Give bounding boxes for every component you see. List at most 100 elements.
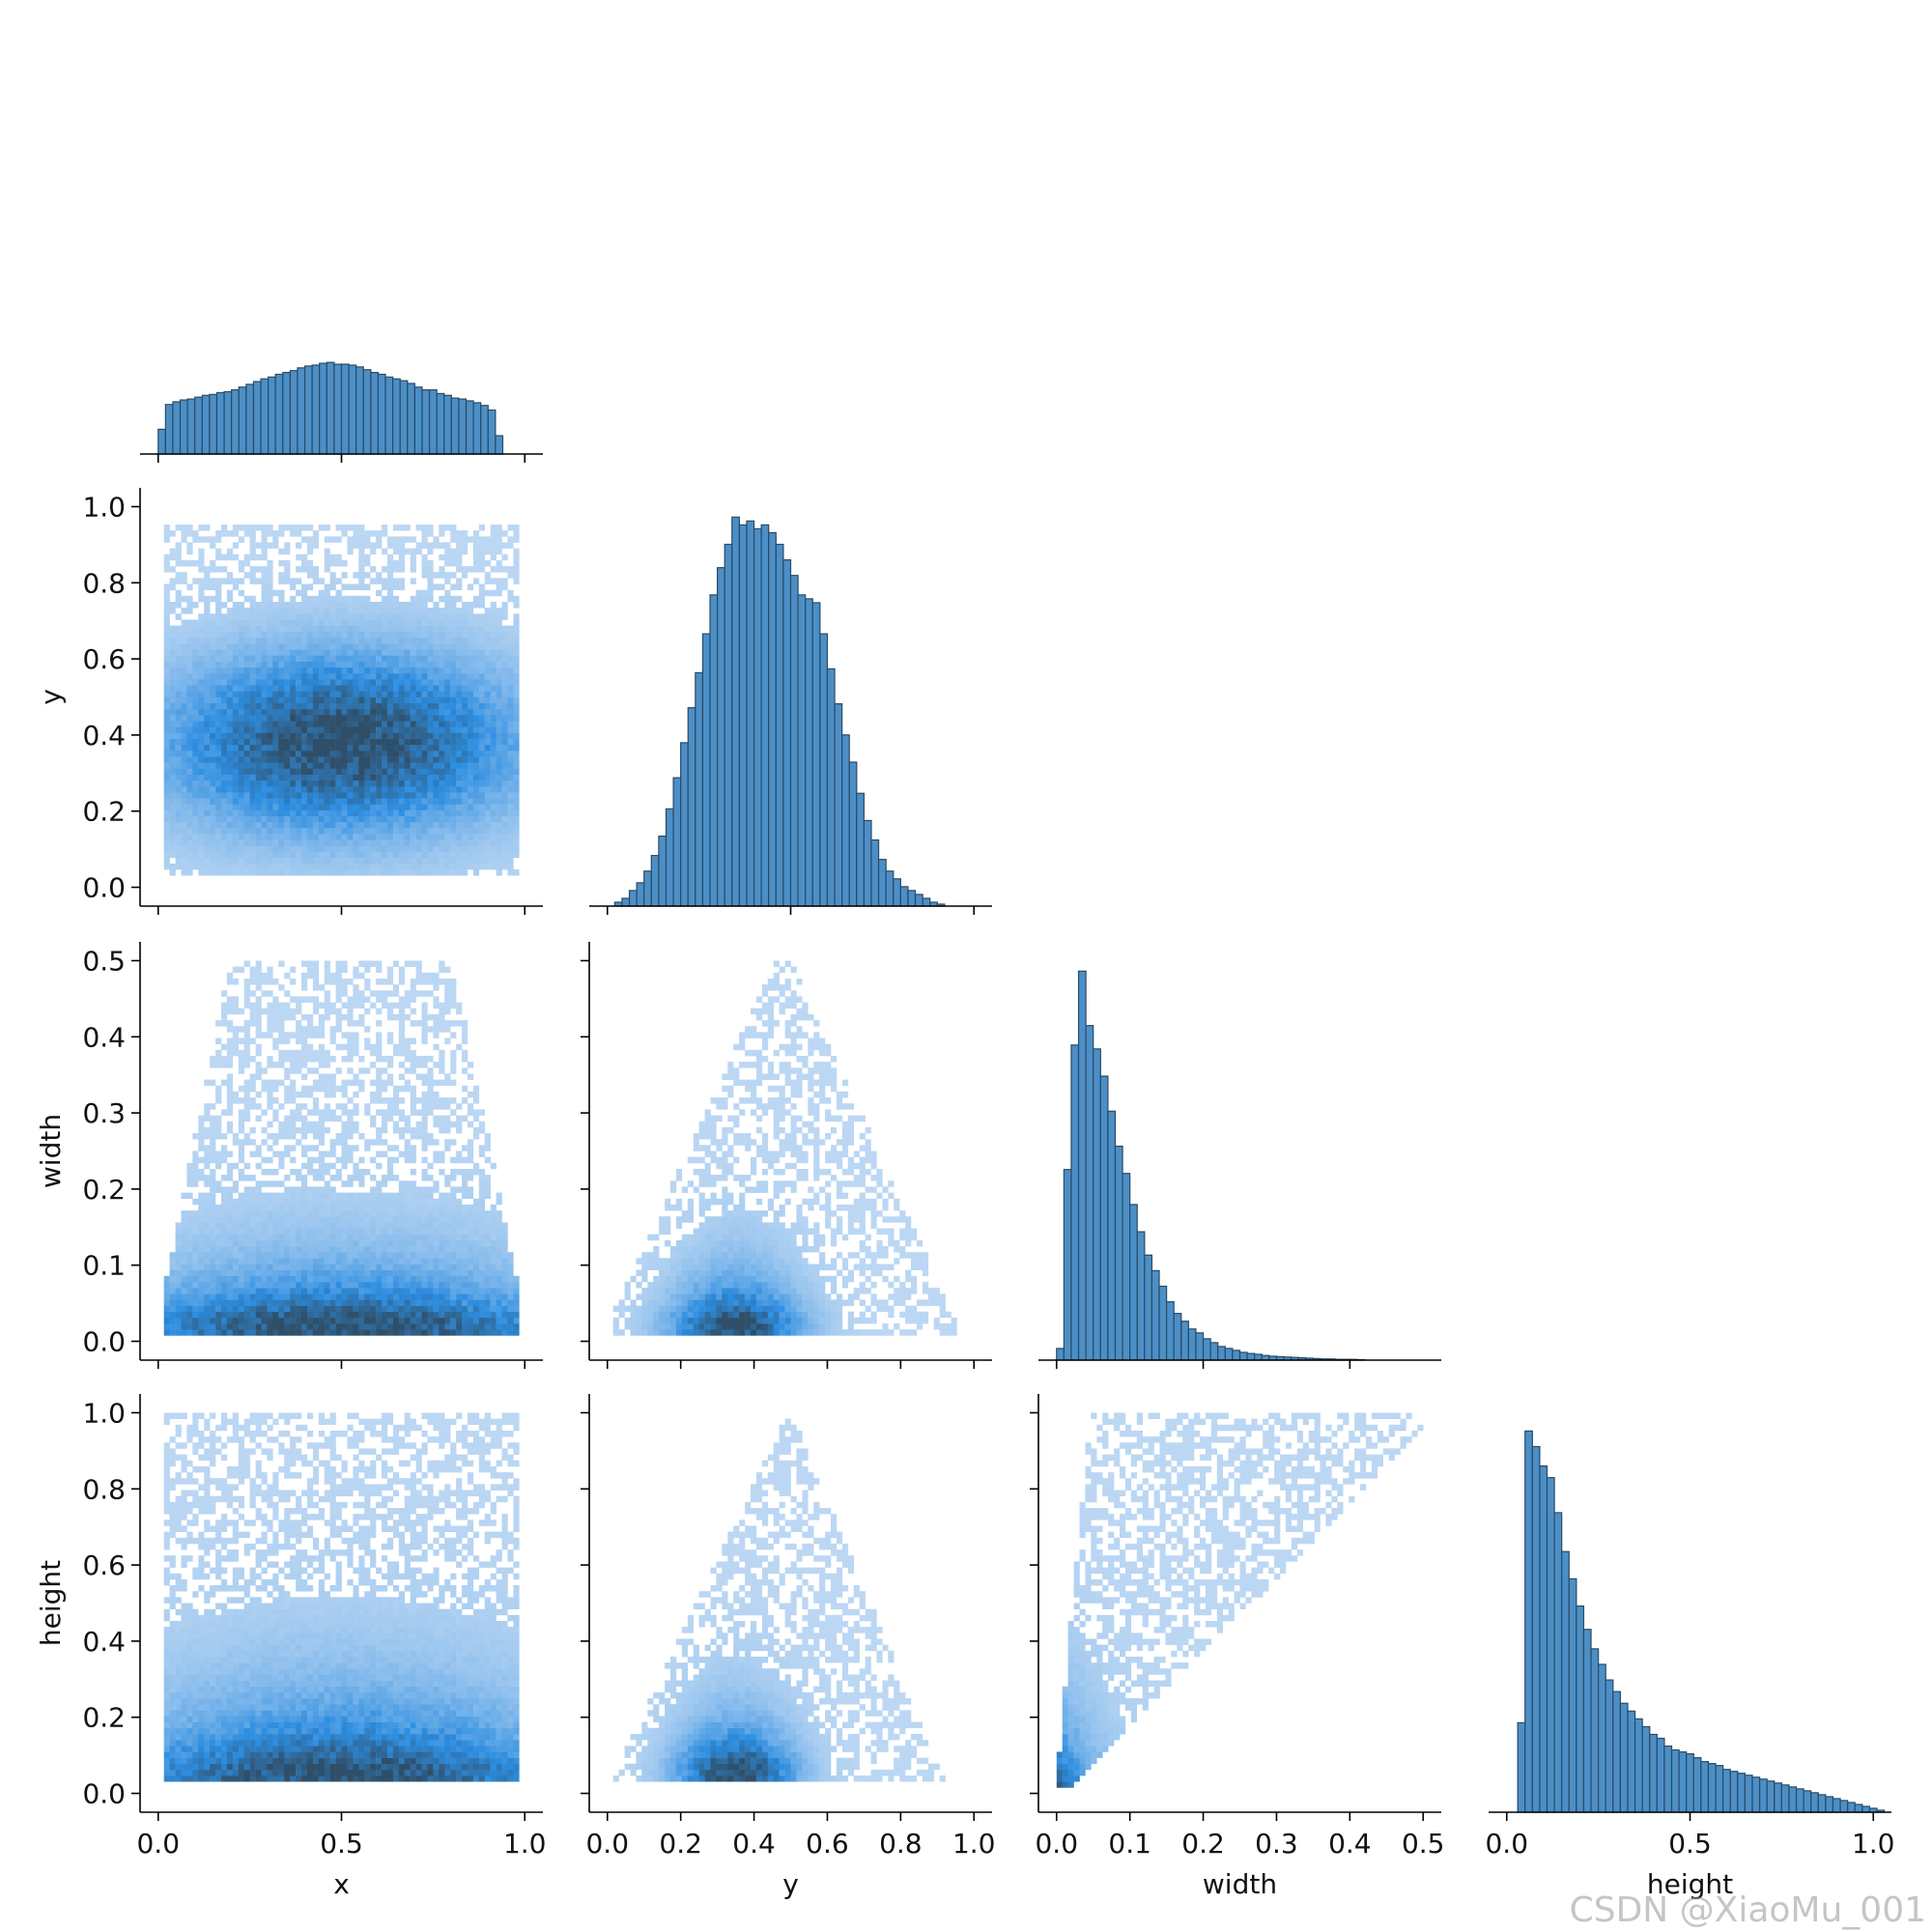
hist2d-cell <box>318 589 325 597</box>
hist2d-cell <box>341 1299 348 1306</box>
hist2d-cell <box>255 827 262 835</box>
hist2d-cell <box>484 655 491 662</box>
hist2d-cell <box>341 1139 348 1146</box>
hist2d-cell <box>501 762 508 769</box>
hist2d-cell <box>198 696 205 703</box>
hist2d-cell <box>386 708 394 716</box>
hist2d-cell <box>306 1043 314 1051</box>
hist2d-cell <box>198 780 205 787</box>
hist2d-cell <box>501 834 508 840</box>
hist2d-cell <box>382 834 388 840</box>
hist2d-cell <box>175 708 182 716</box>
hist2d-cell <box>232 785 239 793</box>
hist2d-cell <box>370 1299 377 1306</box>
hist2d-cell <box>243 631 250 639</box>
hist-bar <box>1114 1145 1123 1361</box>
hist2d-cell <box>462 542 469 549</box>
hist2d-cell <box>255 804 262 810</box>
hist2d-cell <box>462 756 469 763</box>
hist2d-cell <box>329 869 336 876</box>
hist2d-cell <box>386 589 394 597</box>
hist2d-cell <box>347 1145 354 1151</box>
hist2d-cell <box>306 637 314 644</box>
hist2d-cell <box>427 655 434 662</box>
hist2d-cell <box>439 637 445 644</box>
hist2d-cell <box>501 715 508 722</box>
hist2d-cell <box>306 691 314 697</box>
hist2d-cell <box>296 768 302 775</box>
hist2d-cell <box>433 649 440 656</box>
hist2d-cell <box>513 572 520 579</box>
hist2d-cell <box>364 1258 371 1264</box>
hist2d-cell <box>181 732 187 739</box>
hist2d-cell <box>341 756 348 763</box>
hist2d-cell <box>192 827 199 835</box>
hist2d-cell <box>284 643 291 650</box>
hist2d-cell <box>181 834 187 840</box>
hist2d-cell <box>261 834 268 840</box>
hist2d-cell <box>267 1145 273 1151</box>
hist-bar <box>1173 1313 1182 1361</box>
hist-bar <box>811 602 821 907</box>
hist2d-cell <box>341 966 348 974</box>
hist2d-cell <box>163 530 170 537</box>
hist2d-cell <box>404 792 411 799</box>
hist2d-cell <box>278 1258 285 1264</box>
hist2d-cell <box>439 702 445 710</box>
hist2d-cell <box>439 715 445 722</box>
hist2d-cell <box>421 661 428 668</box>
hist2d-cell <box>232 979 239 985</box>
hist2d-cell <box>404 602 411 609</box>
hist2d-cell <box>198 1299 205 1306</box>
hist2d-cell <box>267 661 273 668</box>
hist2d-cell <box>364 839 371 846</box>
hist2d-cell <box>226 619 234 626</box>
hist2d-cell <box>210 839 216 846</box>
hist2d-cell <box>198 1305 205 1313</box>
hist2d-cell <box>272 815 279 823</box>
hist2d-cell <box>382 708 388 716</box>
hist2d-cell <box>249 708 256 716</box>
hist2d-cell <box>335 559 342 567</box>
hist2d-cell <box>392 780 400 787</box>
hist2d-cell <box>198 613 205 620</box>
hist2d-cell <box>267 845 273 852</box>
hist2d-cell <box>456 672 463 680</box>
hist2d-cell <box>456 679 463 686</box>
hist2d-cell <box>456 619 463 626</box>
hist2d-cell <box>204 1323 211 1330</box>
hist2d-cell <box>301 1264 308 1270</box>
hist2d-cell <box>186 821 193 829</box>
hist2d-cell <box>376 702 383 710</box>
hist2d-cell <box>163 536 170 543</box>
hist2d-cell <box>444 744 451 752</box>
hist2d-cell <box>301 979 308 985</box>
hist2d-cell <box>284 972 291 980</box>
hist2d-cell <box>261 979 268 985</box>
hist2d-cell <box>398 732 405 739</box>
hist2d-cell <box>215 631 222 639</box>
hist2d-cell <box>301 525 308 531</box>
hist2d-cell <box>312 542 320 549</box>
hist2d-cell <box>232 857 239 865</box>
hist-bar <box>1202 1338 1211 1361</box>
hist2d-cell <box>186 1216 193 1223</box>
hist2d-cell <box>358 1228 365 1235</box>
hist2d-cell <box>467 679 474 686</box>
hist2d-cell <box>386 715 394 722</box>
hist2d-cell <box>290 863 297 870</box>
hist2d-cell <box>296 1269 302 1277</box>
hist2d-cell <box>318 1151 325 1157</box>
hist2d-cell <box>410 672 416 680</box>
hist2d-cell <box>478 602 485 609</box>
hist2d-cell <box>215 1126 222 1134</box>
hist2d-cell <box>456 608 463 614</box>
hist2d-cell <box>175 1264 182 1270</box>
hist2d-cell <box>255 774 262 781</box>
hist2d-cell <box>221 804 228 810</box>
hist2d-cell <box>421 542 428 549</box>
hist2d-cell <box>421 536 428 543</box>
hist2d-cell <box>347 1043 354 1051</box>
hist2d-cell <box>296 863 302 870</box>
hist2d-cell <box>261 1067 268 1074</box>
